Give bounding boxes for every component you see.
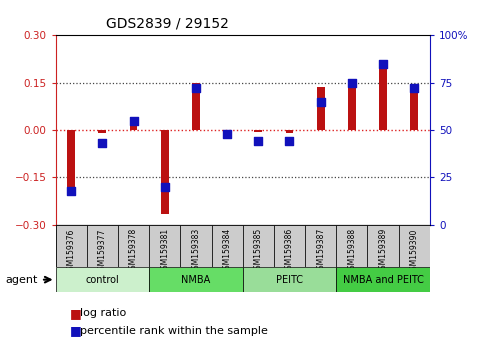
Bar bbox=[368, 225, 398, 267]
Point bbox=[99, 141, 106, 146]
Text: GSM159384: GSM159384 bbox=[223, 228, 232, 274]
Bar bbox=[149, 225, 180, 267]
Point bbox=[129, 118, 137, 124]
Bar bbox=[242, 225, 274, 267]
Text: GSM159378: GSM159378 bbox=[129, 228, 138, 274]
Point bbox=[161, 184, 169, 190]
Point bbox=[379, 61, 387, 67]
Bar bbox=[274, 225, 305, 267]
Bar bbox=[212, 225, 242, 267]
Bar bbox=[348, 84, 356, 130]
Bar bbox=[223, 130, 231, 132]
Text: GSM159385: GSM159385 bbox=[254, 228, 263, 274]
Point bbox=[348, 80, 356, 86]
Bar bbox=[285, 130, 293, 133]
Text: agent: agent bbox=[6, 275, 38, 285]
Text: log ratio: log ratio bbox=[80, 308, 126, 318]
Text: control: control bbox=[85, 275, 119, 285]
Bar bbox=[242, 267, 336, 292]
Bar bbox=[56, 267, 149, 292]
Bar bbox=[336, 225, 368, 267]
Bar bbox=[180, 225, 212, 267]
Bar bbox=[67, 130, 75, 192]
Point bbox=[67, 188, 75, 194]
Bar bbox=[255, 130, 262, 132]
Text: GSM159386: GSM159386 bbox=[285, 228, 294, 274]
Text: NMBA: NMBA bbox=[181, 275, 211, 285]
Bar bbox=[161, 130, 169, 214]
Point bbox=[223, 131, 231, 137]
Bar bbox=[379, 69, 387, 130]
Text: GDS2839 / 29152: GDS2839 / 29152 bbox=[106, 16, 229, 30]
Bar bbox=[99, 130, 106, 133]
Point bbox=[317, 99, 325, 104]
Text: GSM159381: GSM159381 bbox=[160, 228, 169, 274]
Point bbox=[285, 139, 293, 144]
Bar bbox=[317, 87, 325, 130]
Point bbox=[192, 86, 200, 91]
Text: ■: ■ bbox=[70, 307, 82, 320]
Text: PEITC: PEITC bbox=[276, 275, 303, 285]
Text: GSM159390: GSM159390 bbox=[410, 228, 419, 275]
Bar bbox=[149, 267, 242, 292]
Text: GSM159377: GSM159377 bbox=[98, 228, 107, 275]
Point bbox=[411, 86, 418, 91]
Text: GSM159376: GSM159376 bbox=[67, 228, 76, 275]
Bar bbox=[398, 225, 430, 267]
Bar bbox=[192, 84, 200, 130]
Bar bbox=[118, 225, 149, 267]
Bar bbox=[336, 267, 430, 292]
Text: GSM159388: GSM159388 bbox=[347, 228, 356, 274]
Text: NMBA and PEITC: NMBA and PEITC bbox=[342, 275, 424, 285]
Point bbox=[255, 139, 262, 144]
Text: percentile rank within the sample: percentile rank within the sample bbox=[80, 326, 268, 336]
Text: GSM159383: GSM159383 bbox=[191, 228, 200, 274]
Bar bbox=[129, 124, 138, 130]
Text: GSM159387: GSM159387 bbox=[316, 228, 325, 274]
Bar bbox=[411, 84, 418, 130]
Text: ■: ■ bbox=[70, 325, 82, 337]
Bar bbox=[56, 225, 87, 267]
Bar bbox=[87, 225, 118, 267]
Text: GSM159389: GSM159389 bbox=[379, 228, 387, 274]
Bar bbox=[305, 225, 336, 267]
